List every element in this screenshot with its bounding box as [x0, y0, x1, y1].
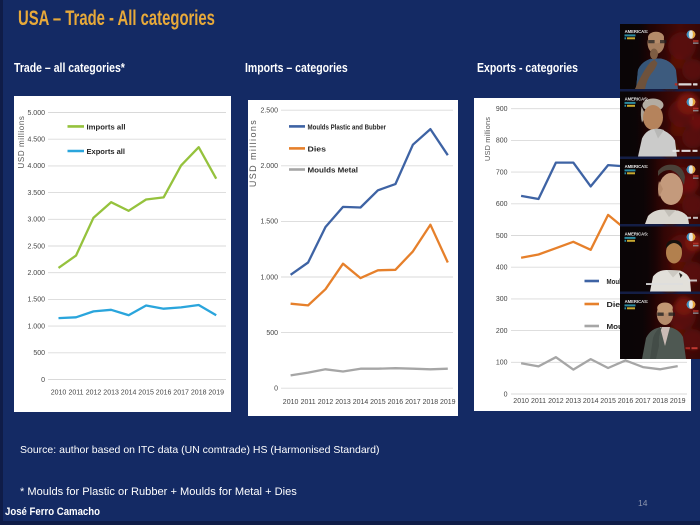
svg-text:Dies: Dies	[308, 144, 327, 153]
svg-text:2014: 2014	[121, 390, 137, 397]
svg-text:2010: 2010	[283, 399, 299, 406]
svg-text:100: 100	[496, 360, 508, 367]
svg-text:500: 500	[496, 233, 508, 240]
svg-text:Moulds Metal: Moulds Metal	[308, 166, 359, 175]
svg-text:5.000: 5.000	[27, 110, 45, 117]
svg-text:AMERICAS:: AMERICAS:	[625, 164, 649, 169]
svg-text:2010: 2010	[513, 398, 529, 405]
svg-text:300: 300	[496, 296, 508, 303]
svg-text:2016: 2016	[156, 390, 172, 397]
svg-text:2019: 2019	[440, 399, 456, 406]
svg-text:AMERICAS:: AMERICAS:	[625, 299, 649, 304]
svg-text:4.500: 4.500	[27, 137, 45, 144]
svg-text:2.000: 2.000	[260, 163, 278, 170]
svg-text:2.000: 2.000	[27, 270, 45, 277]
svg-text:2014: 2014	[353, 399, 369, 406]
svg-text:USD millions: USD millions	[483, 117, 492, 161]
svg-text:2019: 2019	[208, 390, 224, 397]
svg-text:2013: 2013	[335, 399, 351, 406]
svg-text:3.500: 3.500	[27, 190, 45, 197]
svg-text:400: 400	[496, 265, 508, 272]
svg-text:1.000: 1.000	[260, 274, 278, 281]
svg-text:2012: 2012	[318, 399, 334, 406]
svg-text:4.000: 4.000	[27, 163, 45, 170]
svg-text:2015: 2015	[370, 399, 386, 406]
svg-text:USD millions: USD millions	[248, 119, 258, 187]
svg-text:2012: 2012	[86, 390, 102, 397]
svg-text:0: 0	[274, 386, 278, 393]
svg-text:2013: 2013	[103, 390, 119, 397]
svg-text:AMERICAS:: AMERICAS:	[625, 97, 649, 102]
svg-text:2010: 2010	[51, 390, 67, 397]
svg-text:USD millions: USD millions	[17, 116, 26, 169]
svg-text:Dies: Dies	[607, 300, 626, 309]
svg-text:2012: 2012	[548, 398, 564, 405]
svg-text:Imports all: Imports all	[87, 122, 126, 131]
svg-text:2016: 2016	[618, 398, 634, 405]
svg-text:700: 700	[496, 169, 508, 176]
svg-text:1.500: 1.500	[260, 219, 278, 226]
svg-text:200: 200	[496, 328, 508, 335]
svg-text:2.500: 2.500	[260, 108, 278, 115]
svg-text:2018: 2018	[423, 399, 439, 406]
svg-text:2015: 2015	[600, 398, 616, 405]
svg-text:2018: 2018	[191, 390, 207, 397]
svg-text:2014: 2014	[583, 398, 599, 405]
svg-text:2011: 2011	[531, 398, 546, 405]
svg-text:600: 600	[496, 201, 508, 208]
svg-text:1.000: 1.000	[27, 323, 45, 330]
svg-text:2015: 2015	[138, 390, 154, 397]
svg-text:AMERICAS:: AMERICAS:	[625, 29, 649, 34]
svg-text:Moulds Plastic and Bubber: Moulds Plastic and Bubber	[308, 122, 387, 131]
svg-text:2018: 2018	[653, 398, 669, 405]
svg-text:0: 0	[41, 377, 45, 384]
svg-text:800: 800	[496, 138, 508, 145]
svg-text:2011: 2011	[301, 399, 316, 406]
svg-text:2011: 2011	[68, 390, 83, 397]
svg-text:2017: 2017	[405, 399, 421, 406]
svg-text:2.500: 2.500	[27, 243, 45, 250]
svg-text:500: 500	[33, 350, 45, 357]
svg-text:900: 900	[496, 106, 508, 113]
svg-text:2013: 2013	[566, 398, 582, 405]
svg-text:3.000: 3.000	[27, 217, 45, 224]
svg-text:Exports all: Exports all	[87, 147, 126, 156]
svg-text:1.500: 1.500	[27, 297, 45, 304]
svg-text:2017: 2017	[635, 398, 651, 405]
svg-text:2019: 2019	[670, 398, 686, 405]
svg-text:2016: 2016	[388, 399, 404, 406]
svg-text:500: 500	[266, 330, 278, 337]
svg-text:0: 0	[504, 391, 508, 398]
svg-text:AMERICAS:: AMERICAS:	[625, 232, 649, 237]
svg-text:2017: 2017	[173, 390, 189, 397]
